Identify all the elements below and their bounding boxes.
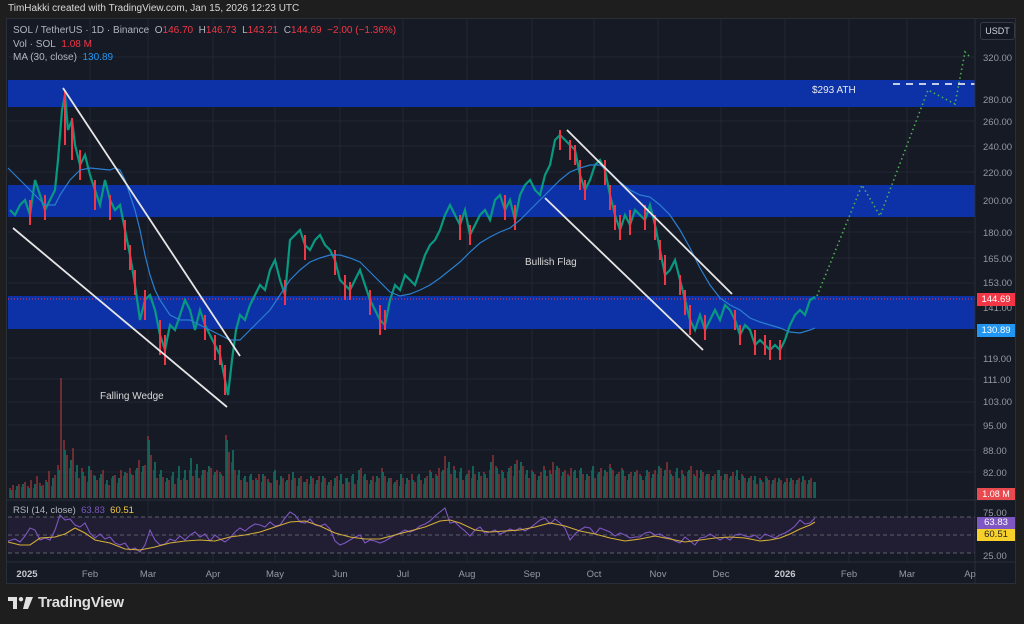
ath-zone — [8, 80, 975, 107]
tradingview-logo[interactable]: TradingView — [8, 594, 124, 611]
svg-text:240.00: 240.00 — [983, 142, 1012, 153]
svg-text:Mar: Mar — [899, 569, 915, 580]
svg-text:2025: 2025 — [16, 569, 38, 580]
bullish-flag-upper-line — [566, 129, 733, 295]
candlesticks — [9, 94, 816, 396]
ma-row[interactable]: MA (30, close) 130.89 — [13, 52, 114, 63]
svg-text:Aug: Aug — [459, 569, 476, 580]
rsi-ma-value: 60.51 — [110, 505, 134, 516]
symbol-title[interactable]: SOL / TetherUS · 1D · Binance — [13, 25, 150, 36]
falling-wedge-upper-line — [62, 87, 241, 357]
svg-text:220.00: 220.00 — [983, 168, 1012, 179]
svg-text:Ap: Ap — [964, 569, 976, 580]
last-price-badge: 144.69 — [977, 293, 1015, 306]
svg-text:165.00: 165.00 — [983, 254, 1012, 265]
svg-text:103.00: 103.00 — [983, 397, 1012, 408]
rsi-ma-line — [7, 519, 816, 551]
ath-label: $293 ATH — [812, 85, 856, 96]
high-value: 146.73 — [205, 25, 237, 36]
currency-button[interactable]: USDT — [980, 22, 1015, 40]
red-candle-overlay — [29, 90, 781, 395]
ma-value: 130.89 — [82, 52, 114, 63]
volume-badge: 1.08 M — [977, 488, 1015, 500]
support-zone — [8, 296, 975, 329]
projection-path — [816, 50, 972, 297]
svg-text:95.00: 95.00 — [983, 421, 1007, 432]
volume-row[interactable]: Vol · SOL 1.08 M — [13, 38, 92, 50]
svg-text:180.00: 180.00 — [983, 228, 1012, 239]
chart-legend: SOL / TetherUS · 1D · Binance O146.70 H1… — [13, 24, 396, 65]
svg-text:200.00: 200.00 — [983, 196, 1012, 207]
svg-text:Feb: Feb — [82, 569, 98, 580]
svg-text:320.00: 320.00 — [983, 53, 1012, 64]
svg-text:Nov: Nov — [650, 569, 667, 580]
svg-text:280.00: 280.00 — [983, 95, 1012, 106]
svg-text:Apr: Apr — [206, 569, 221, 580]
rsi-badge: 63.83 — [977, 517, 1015, 529]
svg-text:111.00: 111.00 — [983, 375, 1011, 386]
svg-text:Jul: Jul — [397, 569, 409, 580]
svg-text:Jun: Jun — [332, 569, 347, 580]
svg-text:2026: 2026 — [774, 569, 795, 580]
tradingview-logo-icon — [8, 596, 33, 609]
falling-wedge-lower-line — [12, 227, 228, 408]
bullish-flag-label: Bullish Flag — [525, 257, 577, 268]
svg-text:May: May — [266, 569, 284, 580]
open-value: 146.70 — [162, 25, 194, 36]
svg-text:75.00: 75.00 — [983, 508, 1007, 519]
svg-text:Dec: Dec — [713, 569, 730, 580]
ma-price-badge: 130.89 — [977, 324, 1015, 337]
svg-text:Oct: Oct — [587, 569, 602, 580]
change-value: −2.00 (−1.36%) — [327, 25, 397, 36]
svg-text:82.00: 82.00 — [983, 468, 1007, 479]
svg-text:153.00: 153.00 — [983, 278, 1012, 289]
close-value: 144.69 — [291, 25, 322, 36]
svg-text:260.00: 260.00 — [983, 117, 1012, 128]
ohlc-row: SOL / TetherUS · 1D · Binance O146.70 H1… — [13, 25, 397, 36]
tradingview-brand-text: TradingView — [38, 594, 124, 611]
rsi-guides — [8, 516, 975, 554]
svg-text:Sep: Sep — [524, 569, 541, 580]
svg-text:25.00: 25.00 — [983, 551, 1007, 562]
svg-text:119.00: 119.00 — [983, 354, 1011, 365]
rsi-legend[interactable]: RSI (14, close) 63.83 60.51 — [13, 505, 134, 516]
svg-text:Mar: Mar — [140, 569, 156, 580]
volume-bars — [9, 378, 816, 498]
time-axis: 2025 Feb Mar Apr May Jun Jul Aug Sep Oct Nov … — [16, 569, 975, 580]
svg-text:88.00: 88.00 — [983, 446, 1007, 457]
falling-wedge-label: Falling Wedge — [100, 391, 164, 402]
created-by-text: TimHakki created with TradingView.com, J… — [8, 3, 300, 14]
rsi-line — [7, 507, 816, 553]
low-value: 143.21 — [247, 25, 279, 36]
volume-value: 1.08 M — [61, 38, 92, 50]
ma-30-line — [7, 164, 816, 341]
price-axis: 320.00 280.00 260.00 240.00 220.00 200.00 1… — [983, 53, 1012, 562]
rsi-ma-badge: 60.51 — [977, 529, 1015, 541]
svg-text:141.00: 141.00 — [983, 303, 1012, 314]
svg-text:Feb: Feb — [841, 569, 857, 580]
rsi-value: 63.83 — [81, 505, 105, 516]
bullish-flag-lower-line — [544, 197, 704, 351]
